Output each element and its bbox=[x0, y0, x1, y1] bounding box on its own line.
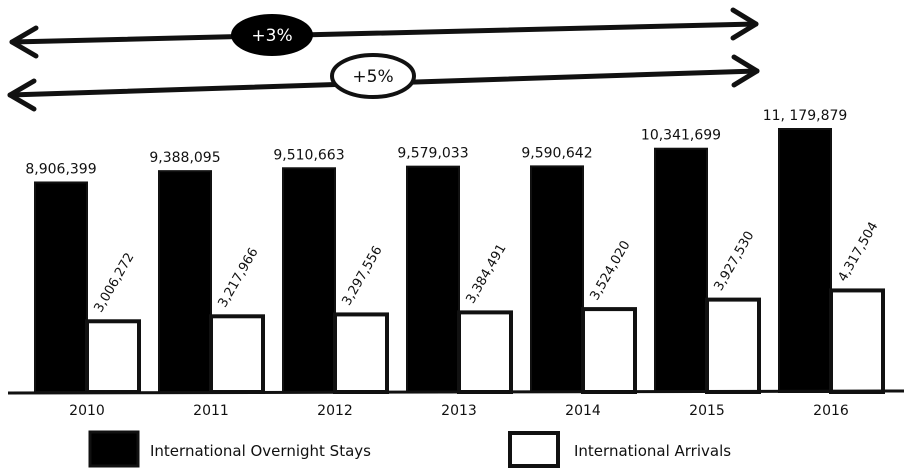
arrow-line-stays bbox=[9, 21, 759, 45]
x-axis-ticks: 2010 2011 2012 2013 2014 2015 2016 bbox=[69, 403, 849, 419]
x-tick-2012: 2012 bbox=[317, 403, 353, 419]
value-label-stays-2010: 8,906,399 bbox=[25, 161, 96, 177]
bar-overnight-stays-2015 bbox=[654, 147, 708, 393]
legend-label-stays: International Overnight Stays bbox=[150, 442, 371, 460]
legend: International Overnight Stays Internatio… bbox=[88, 430, 731, 468]
bar-arrivals-2014 bbox=[581, 307, 637, 394]
bars-layer: 8,906,399 3,006,272 9,388,095 3,217,966 9,51… bbox=[25, 108, 885, 395]
value-label-stays-2013: 9,579,033 bbox=[397, 146, 468, 162]
value-label-arrivals-2010: 3,006,272 bbox=[91, 250, 137, 315]
x-tick-2014: 2014 bbox=[565, 403, 601, 419]
growth-label-stays: +3% bbox=[251, 26, 292, 46]
arrow-head-left-stays bbox=[9, 25, 39, 59]
growth-arrows: +3% +5% bbox=[7, 7, 760, 112]
bar-arrivals-2012 bbox=[333, 312, 389, 395]
bar-overnight-stays-2011 bbox=[158, 170, 212, 393]
value-label-arrivals-2016: 4,317,504 bbox=[835, 220, 881, 285]
value-label-arrivals-2015: 3,927,530 bbox=[711, 229, 757, 294]
bar-overnight-stays-2014 bbox=[530, 165, 584, 393]
bar-arrivals-2015 bbox=[705, 297, 761, 395]
arrow-head-right-arrivals bbox=[731, 54, 760, 88]
value-label-stays-2015: 10,341,699 bbox=[641, 128, 721, 144]
legend-swatch-stays bbox=[88, 430, 140, 468]
value-label-stays-2016: 11, 179,879 bbox=[763, 108, 848, 124]
value-label-stays-2012: 9,510,663 bbox=[273, 147, 344, 163]
x-axis-line bbox=[7, 389, 905, 395]
bar-overnight-stays-2016 bbox=[778, 128, 832, 393]
value-label-stays-2014: 9,590,642 bbox=[521, 145, 592, 161]
arrow-head-left-arrivals bbox=[7, 78, 37, 112]
value-label-arrivals-2014: 3,524,020 bbox=[587, 238, 633, 303]
growth-label-arrivals: +5% bbox=[352, 67, 393, 87]
growth-badge-stays bbox=[231, 14, 313, 56]
x-tick-2013: 2013 bbox=[441, 403, 477, 419]
bar-arrivals-2016 bbox=[829, 288, 885, 394]
value-label-stays-2011: 9,388,095 bbox=[149, 150, 220, 166]
bar-overnight-stays-2013 bbox=[406, 165, 460, 393]
value-label-arrivals-2012: 3,297,556 bbox=[339, 244, 385, 309]
legend-swatch-arrivals bbox=[508, 431, 560, 468]
bar-overnight-stays-2010 bbox=[34, 181, 88, 393]
arrow-head-right-stays bbox=[730, 7, 759, 41]
value-label-arrivals-2011: 3,217,966 bbox=[215, 245, 261, 310]
x-tick-2015: 2015 bbox=[689, 403, 725, 419]
x-tick-2016: 2016 bbox=[813, 403, 849, 419]
bar-arrivals-2011 bbox=[209, 314, 265, 394]
x-tick-2011: 2011 bbox=[193, 403, 229, 419]
bar-arrivals-2013 bbox=[457, 310, 513, 394]
value-label-arrivals-2013: 3,384,491 bbox=[463, 242, 509, 307]
x-tick-2010: 2010 bbox=[69, 403, 105, 419]
growth-badge-arrivals bbox=[330, 53, 416, 99]
bar-arrivals-2010 bbox=[85, 319, 141, 394]
legend-label-arrivals: International Arrivals bbox=[574, 442, 731, 460]
bar-overnight-stays-2012 bbox=[282, 167, 336, 393]
